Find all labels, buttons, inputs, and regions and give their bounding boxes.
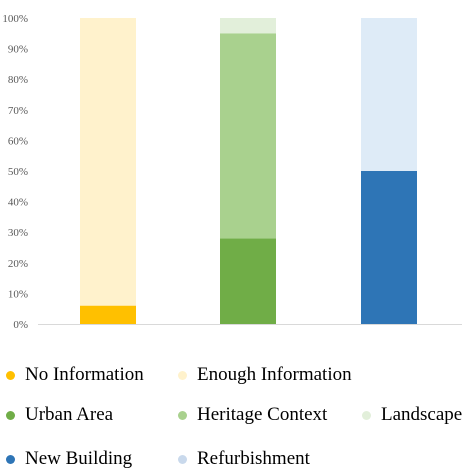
- bar-segment-enough-information: [80, 18, 136, 306]
- bar-segment-urban-area: [220, 238, 276, 324]
- y-tick-label: 80%: [8, 74, 28, 86]
- legend-swatch: [178, 454, 187, 464]
- y-tick-label: 40%: [8, 197, 28, 209]
- legend-item-no-information: No Information: [6, 364, 144, 386]
- y-axis-ticks: 0% 10% 20% 30% 40% 50% 60% 70% 80% 90% 100%: [2, 13, 28, 331]
- legend-label: Refurbishment: [197, 448, 310, 469]
- y-tick-label: 10%: [8, 288, 28, 300]
- y-tick-label: 20%: [8, 258, 28, 270]
- legend-item-new-building: New Building: [6, 448, 132, 470]
- y-tick-label: 30%: [8, 227, 28, 239]
- legend-label: Enough Information: [197, 364, 352, 385]
- y-tick-label: 90%: [8, 44, 28, 56]
- legend-item-refurbishment: Refurbishment: [178, 448, 310, 470]
- legend-label: Heritage Context: [197, 404, 328, 425]
- legend-label: No Information: [25, 364, 144, 385]
- legend-swatch: [178, 410, 187, 420]
- legend-swatch: [6, 410, 15, 420]
- legend-label: Urban Area: [25, 404, 114, 425]
- bar-segment-no-information: [80, 305, 136, 324]
- bar-segment-new-building: [361, 171, 417, 324]
- legend-swatch: [6, 454, 15, 464]
- bar-segment-landscape: [220, 18, 276, 34]
- legend-swatch: [6, 370, 15, 380]
- bar-segment-heritage-context: [220, 33, 276, 239]
- legend-label: Landscape: [381, 404, 463, 425]
- legend: No Information Enough Information Urban …: [0, 356, 474, 474]
- legend-item-landscape: Landscape: [362, 404, 462, 426]
- y-tick-label: 70%: [8, 105, 28, 117]
- legend-swatch: [362, 410, 371, 420]
- legend-label: New Building: [25, 448, 133, 469]
- y-tick-label: 50%: [8, 166, 28, 178]
- y-tick-label: 100%: [2, 13, 28, 25]
- legend-item-urban-area: Urban Area: [6, 404, 113, 426]
- y-tick-label: 60%: [8, 135, 28, 147]
- bars: [80, 18, 417, 324]
- legend-item-enough-information: Enough Information: [178, 364, 352, 386]
- legend-item-heritage-context: Heritage Context: [178, 404, 327, 426]
- stacked-bar-chart: 0% 10% 20% 30% 40% 50% 60% 70% 80% 90% 100%: [2, 13, 462, 331]
- y-tick-label: 0%: [13, 319, 28, 331]
- legend-swatch: [178, 370, 187, 380]
- bar-segment-refurbishment: [361, 18, 417, 171]
